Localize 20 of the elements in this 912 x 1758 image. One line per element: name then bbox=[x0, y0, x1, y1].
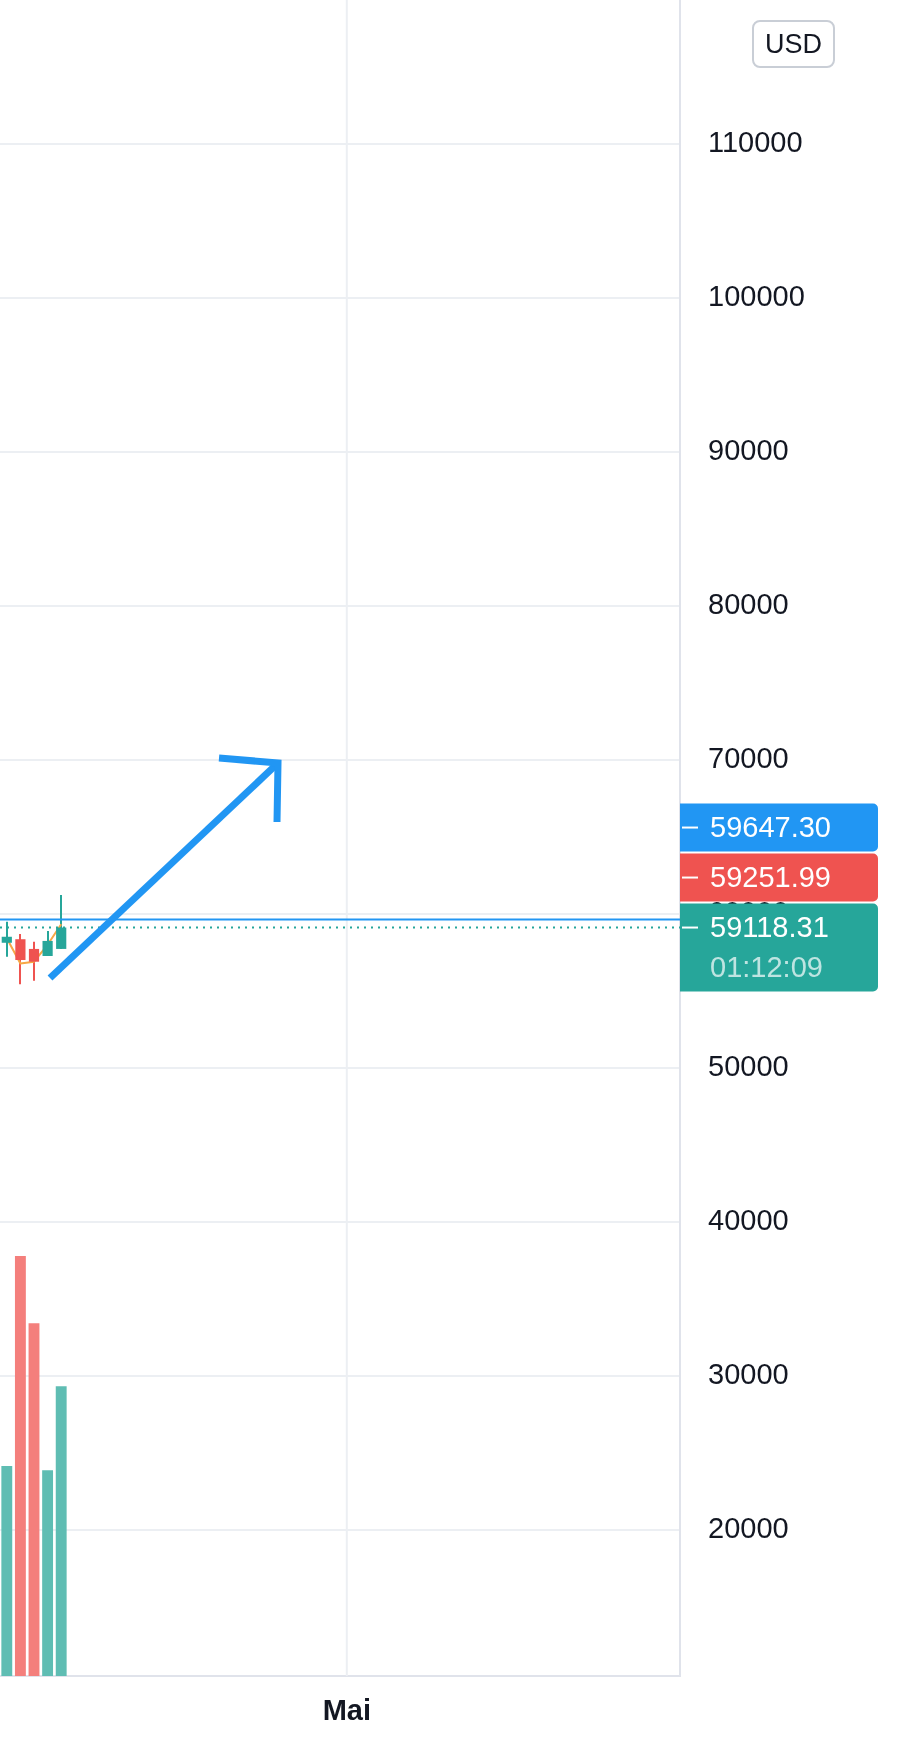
bar bbox=[28, 1323, 40, 1676]
text: Mai bbox=[322, 1694, 371, 1727]
y-tick-label: 50000 bbox=[708, 1050, 789, 1083]
ref-line-label: 59647.30 bbox=[710, 810, 831, 843]
y-tick-label: 80000 bbox=[708, 587, 789, 620]
bar bbox=[14, 1256, 26, 1676]
y-tick-label: 90000 bbox=[708, 433, 789, 466]
y-tick-label: 40000 bbox=[708, 1204, 789, 1237]
ref-line-label: 59118.31 bbox=[710, 910, 829, 943]
y-tick-label: 100000 bbox=[708, 279, 805, 312]
bar bbox=[42, 1470, 54, 1676]
text: USD bbox=[752, 20, 835, 68]
y-tick-label: 70000 bbox=[708, 741, 789, 774]
text: 59251.99 bbox=[710, 860, 831, 893]
y-tick-label: 30000 bbox=[708, 1358, 789, 1391]
y-tick-label: 20000 bbox=[708, 1512, 789, 1545]
y-tick-label: 110000 bbox=[708, 125, 803, 158]
text: 01:12:09 bbox=[710, 950, 823, 983]
bar bbox=[1, 1466, 13, 1676]
bar bbox=[55, 1386, 67, 1676]
